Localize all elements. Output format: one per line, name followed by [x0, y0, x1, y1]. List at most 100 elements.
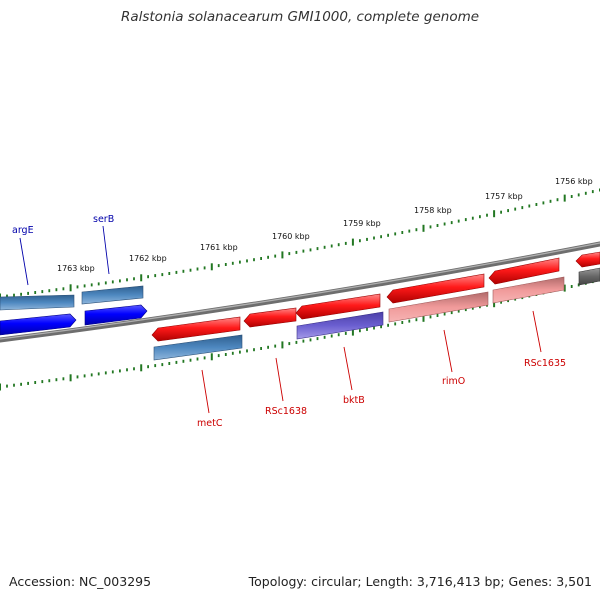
minor-tick-mark [542, 201, 545, 205]
gene-feature-edge-red-upper[interactable] [575, 251, 600, 268]
minor-tick-mark [253, 258, 255, 262]
minor-tick-mark [203, 356, 206, 360]
major-tick-mark [281, 251, 284, 259]
minor-tick-mark [260, 347, 262, 350]
gene-feature-edge-grey-lower[interactable] [578, 267, 600, 286]
gene-feature-serB-upper[interactable] [81, 285, 144, 305]
major-tick-mark [0, 383, 1, 391]
minor-tick-mark [111, 280, 114, 284]
minor-tick-mark [316, 337, 319, 341]
minor-tick-mark [302, 339, 305, 343]
minor-tick-mark [387, 323, 389, 327]
minor-tick-mark [175, 360, 178, 364]
minor-tick-mark [415, 318, 418, 322]
gene-label-RSc1638[interactable]: RSc1638 [265, 406, 307, 417]
gene-label-argE[interactable]: argE [12, 225, 34, 236]
minor-tick-mark [267, 345, 269, 349]
gene-label-bktB[interactable]: bktB [343, 395, 365, 406]
major-tick-mark [69, 374, 72, 382]
gene-feature-RSc1635-lower[interactable] [492, 276, 565, 304]
minor-tick-mark [457, 219, 460, 223]
minor-tick-mark [239, 350, 241, 354]
major-tick-mark [422, 314, 425, 322]
minor-tick-mark [246, 349, 248, 353]
minor-tick-mark [380, 235, 382, 239]
minor-tick-mark [486, 213, 488, 217]
minor-tick-mark [500, 300, 502, 304]
gene-feature-RSc1638-upper[interactable] [243, 307, 297, 328]
minor-tick-mark [521, 206, 524, 210]
map-title: Ralstonia solanacearum GMI1000, complete… [120, 9, 480, 25]
gene-label-rimO[interactable]: rimO [442, 376, 465, 387]
minor-tick-mark [330, 334, 333, 338]
minor-tick-mark [182, 359, 185, 363]
gene-feature-bktB-lower[interactable] [296, 311, 384, 340]
minor-tick-mark [288, 252, 291, 256]
minor-tick-mark [111, 370, 114, 374]
minor-tick-mark [104, 281, 107, 285]
minor-tick-mark [224, 353, 227, 356]
gene-feature-RSc1635-upper[interactable] [488, 257, 560, 285]
minor-tick-mark [415, 228, 418, 232]
minor-tick-mark [514, 207, 517, 211]
minor-tick-mark [217, 264, 220, 268]
minor-tick-mark [464, 218, 467, 222]
minor-tick-mark [154, 364, 157, 368]
gene-feature-rimO-lower[interactable] [388, 291, 489, 323]
kbp-tick-label: 1758 kbp [414, 206, 452, 215]
minor-tick-mark [133, 367, 135, 371]
minor-tick-mark [182, 269, 185, 273]
minor-tick-mark [97, 372, 100, 376]
minor-tick-mark [471, 216, 474, 220]
leader-line-rimO [443, 329, 453, 373]
minor-tick-mark [570, 195, 573, 198]
minor-tick-mark [119, 369, 121, 373]
minor-tick-mark [380, 325, 382, 329]
major-tick-mark [281, 341, 284, 349]
minor-tick-mark [309, 248, 312, 252]
gene-feature-argE-upper[interactable] [0, 294, 75, 311]
minor-tick-mark [323, 335, 326, 339]
major-tick-mark [493, 300, 496, 308]
gene-feature-serB-lower[interactable] [84, 304, 148, 326]
inner-tick-track [0, 278, 600, 391]
major-tick-mark [140, 364, 143, 372]
minor-tick-mark [274, 254, 277, 258]
gene-feature-rimO-upper[interactable] [386, 273, 485, 304]
minor-tick-mark [27, 381, 29, 385]
minor-tick-mark [464, 308, 467, 312]
minor-tick-mark [295, 340, 298, 344]
outer-tick-track [0, 188, 600, 301]
minor-tick-mark [147, 275, 149, 279]
minor-tick-mark [246, 259, 248, 263]
minor-tick-mark [260, 257, 262, 260]
gene-feature-metC-lower[interactable] [153, 334, 243, 361]
minor-tick-mark [408, 319, 411, 323]
minor-tick-mark [373, 326, 375, 330]
minor-tick-mark [90, 283, 93, 287]
minor-tick-mark [359, 239, 361, 243]
leader-line-metC [201, 369, 210, 414]
leader-line-bktB [343, 346, 353, 391]
minor-tick-mark [344, 241, 347, 245]
minor-tick-mark [570, 285, 573, 288]
genome-backbone [0, 241, 600, 343]
minor-tick-mark [436, 224, 439, 227]
minor-tick-mark [584, 191, 587, 195]
minor-tick-mark [267, 255, 269, 259]
gene-label-RSc1635[interactable]: RSc1635 [524, 358, 566, 369]
minor-tick-mark [189, 268, 192, 272]
gene-label-metC[interactable]: metC [197, 418, 223, 429]
minor-tick-mark [507, 299, 509, 303]
gene-feature-bktB-upper[interactable] [295, 293, 381, 320]
minor-tick-mark [366, 237, 368, 241]
gene-feature-argE-lower[interactable] [0, 313, 77, 336]
minor-tick-mark [373, 236, 375, 240]
minor-tick-mark [55, 288, 58, 292]
minor-tick-mark [239, 260, 241, 264]
minor-tick-mark [6, 294, 8, 298]
gene-label-serB[interactable]: serB [93, 214, 114, 225]
minor-tick-mark [76, 285, 79, 289]
gene-feature-metC-upper[interactable] [151, 316, 241, 342]
minor-tick-mark [83, 284, 86, 288]
